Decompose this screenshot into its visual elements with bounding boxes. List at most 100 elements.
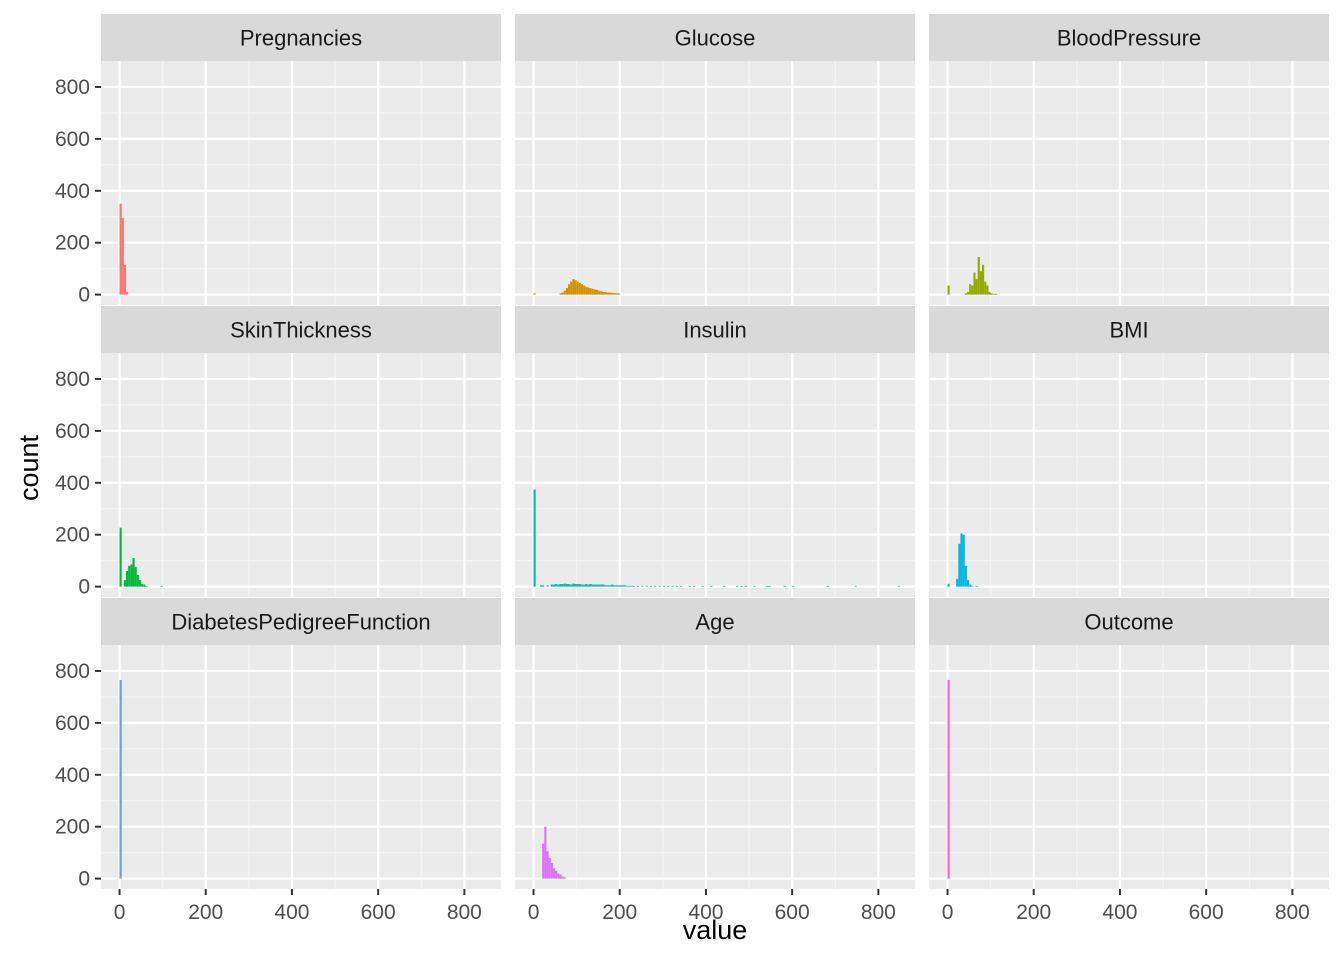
histogram-bar	[680, 585, 683, 587]
histogram-bar	[956, 578, 959, 587]
facet-strip	[515, 306, 915, 353]
histogram-bar	[619, 585, 622, 587]
histogram-bar	[141, 584, 144, 587]
histogram-bar	[826, 585, 829, 587]
histogram-bar	[975, 279, 978, 295]
histogram-bar	[783, 585, 786, 587]
histogram-bar	[975, 585, 978, 587]
facet-strip	[101, 306, 501, 353]
y-tick-label: 0	[78, 576, 90, 599]
histogram-bar	[596, 289, 599, 295]
y-tick-label: 600	[55, 420, 90, 443]
y-tick-label: 0	[78, 284, 90, 307]
histogram-bar	[675, 585, 678, 587]
facet-panel: SkinThickness 0 200 400 600 800	[55, 306, 501, 599]
histogram-bar	[568, 284, 571, 295]
histogram-bar	[593, 584, 597, 587]
y-tick-label: 600	[55, 712, 90, 735]
histogram-bar	[542, 843, 545, 879]
histogram-bar	[604, 585, 607, 587]
y-tick-label: 600	[55, 128, 90, 151]
x-tick-label: 200	[602, 901, 637, 924]
histogram-bar	[570, 281, 573, 295]
histogram-bar	[533, 293, 536, 295]
histogram-bar	[602, 584, 605, 587]
histogram-bar	[598, 290, 601, 295]
histogram-bar	[542, 585, 545, 587]
histogram-bar	[563, 583, 566, 587]
histogram-bar	[559, 584, 562, 587]
x-tick-label: 200	[1016, 901, 1051, 924]
facet-panel: DiabetesPedigreeFunction 0 200 400 600 800 0 20…	[55, 598, 501, 924]
panel-background	[929, 645, 1329, 889]
panel-background	[515, 61, 915, 305]
facet-strip	[515, 14, 915, 61]
histogram-bar	[580, 284, 584, 295]
x-tick-label: 400	[688, 901, 723, 924]
facet-strip-label: BloodPressure	[1057, 26, 1201, 51]
panels-layer: Pregnancies 0 200 400 600 800 Glucose BloodPres…	[55, 14, 1329, 924]
histogram-bar	[667, 585, 670, 587]
histogram-bar	[688, 585, 691, 587]
histogram-bar	[992, 293, 995, 295]
histogram-bar	[143, 584, 146, 587]
histogram-bar	[559, 293, 562, 295]
histogram-bar	[600, 291, 603, 295]
histogram-bar	[585, 286, 588, 295]
histogram-bar	[979, 271, 983, 295]
histogram-bar	[744, 585, 747, 587]
histogram-bar	[119, 680, 122, 879]
histogram-bar	[570, 584, 573, 587]
y-tick-label: 400	[55, 472, 90, 495]
histogram-bar	[958, 543, 961, 587]
histogram-bar	[654, 585, 657, 587]
histogram-bar	[969, 284, 972, 295]
histogram-bar	[591, 584, 594, 587]
histogram-bar	[598, 584, 601, 587]
facet-panel: Glucose	[515, 14, 915, 305]
y-tick-label: 200	[55, 816, 90, 839]
histogram-bar	[591, 288, 594, 295]
histogram-bar	[982, 264, 985, 295]
histogram-bar	[578, 584, 581, 587]
histogram-bar	[555, 584, 558, 587]
panel-background	[515, 645, 915, 889]
histogram-bar	[552, 584, 556, 587]
histogram-bar	[600, 584, 603, 587]
histogram-bar	[962, 534, 965, 587]
histogram-bar	[555, 870, 558, 879]
x-tick-label: 0	[114, 901, 126, 924]
histogram-bar	[540, 585, 543, 587]
histogram-bar	[561, 876, 564, 879]
facet-panel: Insulin	[515, 306, 915, 597]
facet-strip-label: Outcome	[1084, 610, 1173, 635]
x-tick-label: 0	[942, 901, 954, 924]
histogram-bar	[984, 281, 987, 295]
histogram-bar	[617, 585, 620, 587]
histogram-bar	[550, 584, 553, 587]
histogram-bar	[121, 218, 124, 295]
histogram-bar	[736, 585, 739, 587]
histogram-bar	[563, 290, 566, 295]
histogram-bar	[587, 287, 590, 295]
histogram-bar	[572, 583, 575, 587]
histogram-bar	[132, 558, 135, 587]
histogram-bar	[583, 584, 586, 587]
histogram-bar	[971, 285, 974, 295]
x-tick-label: 600	[361, 901, 396, 924]
histogram-bar	[611, 292, 614, 295]
histogram-bar	[628, 585, 631, 587]
histogram-bar	[649, 585, 653, 587]
histogram-bar	[136, 574, 139, 587]
facet-strip-label: Glucose	[675, 26, 756, 51]
histogram-bar	[606, 292, 609, 295]
histogram-bar	[123, 264, 126, 295]
histogram-bar	[123, 580, 126, 587]
histogram-bar	[897, 585, 900, 587]
facet-panel: Age 0 200 400 600 800	[515, 598, 915, 924]
histogram-bar	[604, 292, 607, 295]
facet-strip	[929, 306, 1329, 353]
histogram-bar	[533, 489, 536, 587]
histogram-bar	[544, 826, 547, 879]
